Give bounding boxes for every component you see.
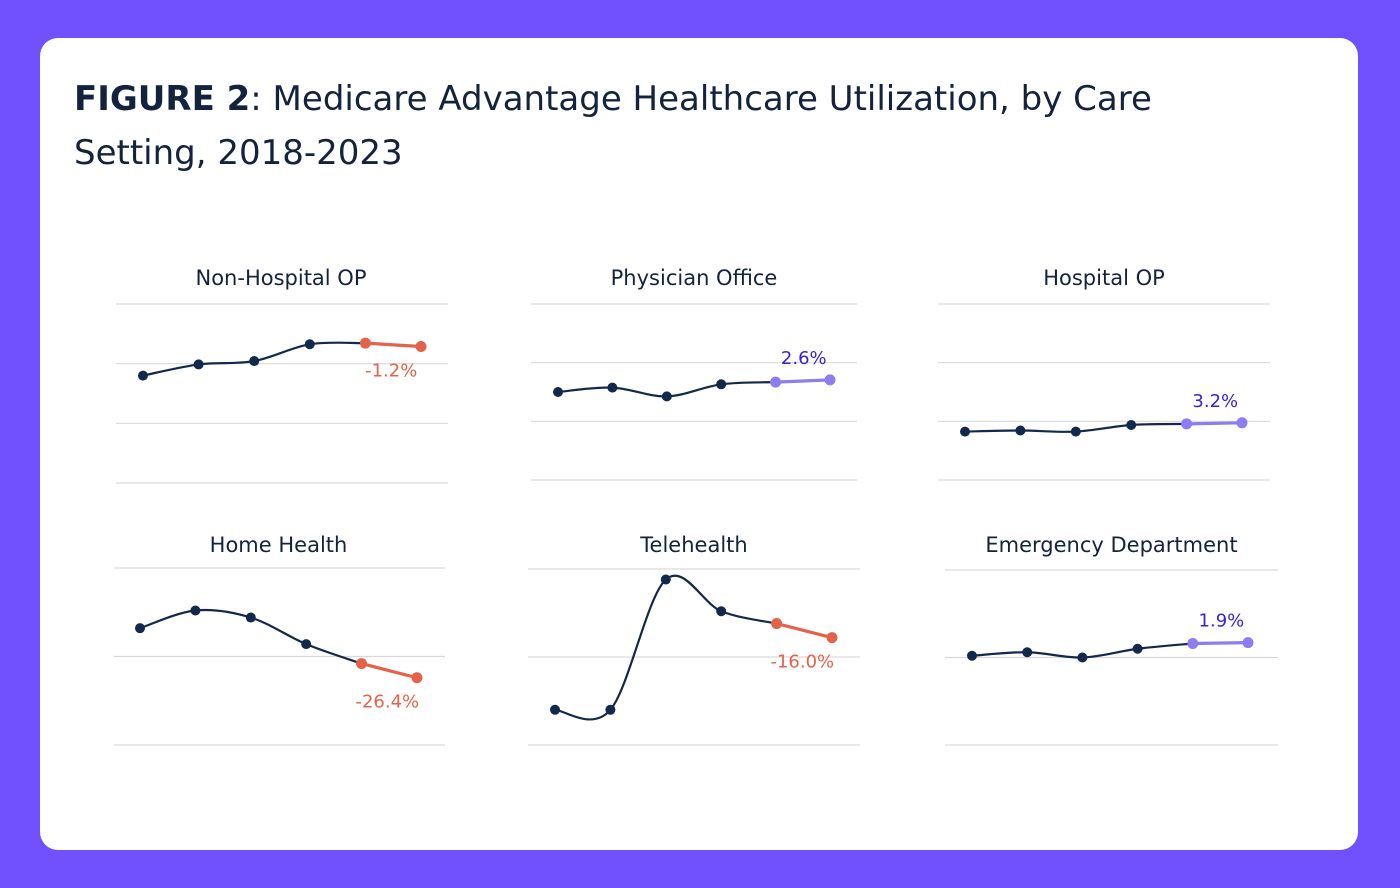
non-hospital-op-point-2019 [193, 359, 204, 370]
physician-office-point-2023 [824, 374, 836, 386]
non-hospital-op-point-2021 [304, 339, 315, 350]
non-hospital-op-point-2018 [138, 370, 148, 381]
home-health-point-2023 [411, 672, 423, 684]
chart-title-home-health: Home Health [209, 533, 348, 557]
chart-title-hospital-op: Hospital OP [1043, 266, 1165, 290]
emergency-department-point-2022 [1187, 638, 1199, 649]
telehealth-change-segment [776, 622, 833, 640]
non-hospital-op-point-2020 [249, 356, 260, 367]
telehealth-point-2021 [716, 606, 727, 617]
emergency-department-point-2021 [1132, 643, 1143, 654]
hospital-op-change-segment [1186, 421, 1243, 426]
telehealth-point-2020 [660, 574, 671, 585]
hospital-op-point-2021 [1126, 420, 1137, 430]
non-hospital-op-point-2023 [415, 341, 427, 353]
telehealth-point-2019 [605, 704, 616, 715]
hospital-op-point-2019 [1015, 425, 1026, 436]
telehealth-point-2018 [550, 704, 560, 715]
home-health-point-2020 [245, 612, 256, 623]
emergency-department-change-label: 1.9% [1199, 611, 1245, 632]
physician-office-point-2020 [661, 391, 672, 402]
home-health-point-2018 [135, 623, 145, 634]
home-health-change-segment [361, 662, 418, 680]
hospital-op-point-2018 [960, 426, 970, 437]
hospital-op-point-2023 [1236, 417, 1248, 429]
chart-title-telehealth: Telehealth [640, 533, 748, 557]
non-hospital-op-change-label: -1.2% [365, 361, 417, 382]
home-health-change-label: -26.4% [355, 692, 419, 713]
home-health-point-2022 [356, 658, 368, 670]
emergency-department-change-segment [1192, 641, 1249, 646]
home-health-point-2019 [190, 605, 201, 616]
chart-title-physician-office: Physician Office [610, 266, 778, 290]
physician-office-point-2022 [770, 376, 782, 388]
non-hospital-op-change-segment [365, 341, 422, 349]
telehealth-series-line [554, 574, 777, 721]
emergency-department-point-2020 [1077, 652, 1088, 663]
figure-title: FIGURE 2: Medicare Advantage Healthcare … [74, 72, 1254, 180]
chart-title-non-hospital-op: Non-Hospital OP [195, 266, 367, 290]
non-hospital-op-point-2022 [359, 337, 371, 349]
physician-office-change-segment [775, 378, 831, 384]
emergency-department-point-2023 [1242, 637, 1254, 649]
emergency-department-point-2019 [1022, 647, 1033, 658]
physician-office-change-label: 2.6% [781, 348, 827, 369]
figure-card [40, 38, 1358, 850]
telehealth-point-2023 [826, 632, 838, 644]
physician-office-point-2019 [607, 382, 618, 393]
hospital-op-point-2022 [1181, 418, 1193, 430]
chart-title-emergency-department: Emergency Department [985, 533, 1238, 557]
physician-office-point-2018 [553, 387, 563, 397]
hospital-op-change-label: 3.2% [1192, 391, 1238, 412]
emergency-department-point-2018 [967, 650, 977, 661]
figure-label: FIGURE 2 [74, 79, 251, 119]
telehealth-point-2022 [771, 618, 783, 630]
telehealth-change-label: -16.0% [770, 652, 834, 673]
physician-office-point-2021 [716, 379, 727, 390]
figure-title-text: : Medicare Advantage Healthcare Utilizat… [74, 79, 1152, 173]
home-health-point-2021 [301, 639, 312, 650]
hospital-op-point-2020 [1070, 426, 1081, 437]
